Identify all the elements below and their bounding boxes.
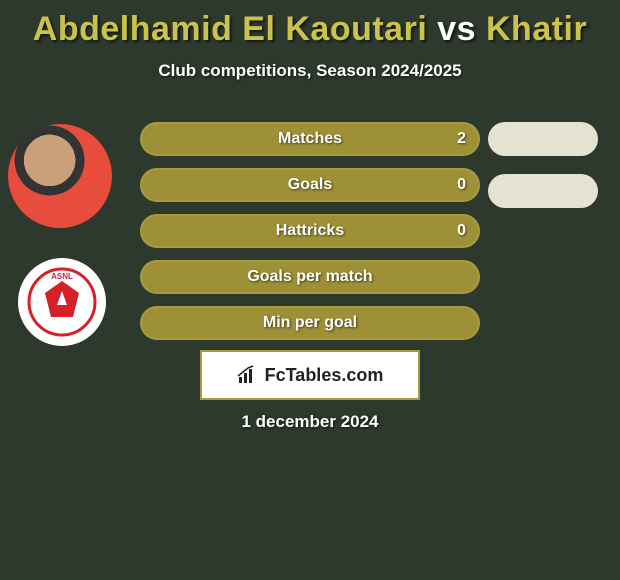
stat-label: Goals per match [142,268,478,286]
comparison-pill [488,174,598,208]
comparison-pill [488,122,598,156]
season-subtitle: Club competitions, Season 2024/2025 [0,61,620,81]
stats-panel: Matches2Goals0Hattricks0Goals per matchM… [140,122,480,352]
stat-label: Goals [142,176,478,194]
stat-row: Goals0 [140,168,480,202]
stat-value: 2 [457,130,466,148]
vs-text: vs [437,10,476,48]
brand-name: FcTables.com [265,365,384,386]
stat-row: Min per goal [140,306,480,340]
player1-avatar [8,124,112,228]
brand-box: FcTables.com [200,350,420,400]
player1-name: Abdelhamid El Kaoutari [33,10,428,48]
svg-text:ASNL: ASNL [51,272,73,281]
club-logo: ASNL [18,258,106,346]
stat-label: Min per goal [142,314,478,332]
stat-row: Matches2 [140,122,480,156]
asnl-badge-icon: ASNL [27,267,97,337]
stat-row: Hattricks0 [140,214,480,248]
chart-icon [237,365,259,385]
stat-label: Hattricks [142,222,478,240]
stat-row: Goals per match [140,260,480,294]
player2-name: Khatir [486,10,587,48]
comparison-title: Abdelhamid El Kaoutari vs Khatir [0,0,620,49]
snapshot-date: 1 december 2024 [0,412,620,432]
stat-value: 0 [457,222,466,240]
stat-label: Matches [142,130,478,148]
stat-value: 0 [457,176,466,194]
